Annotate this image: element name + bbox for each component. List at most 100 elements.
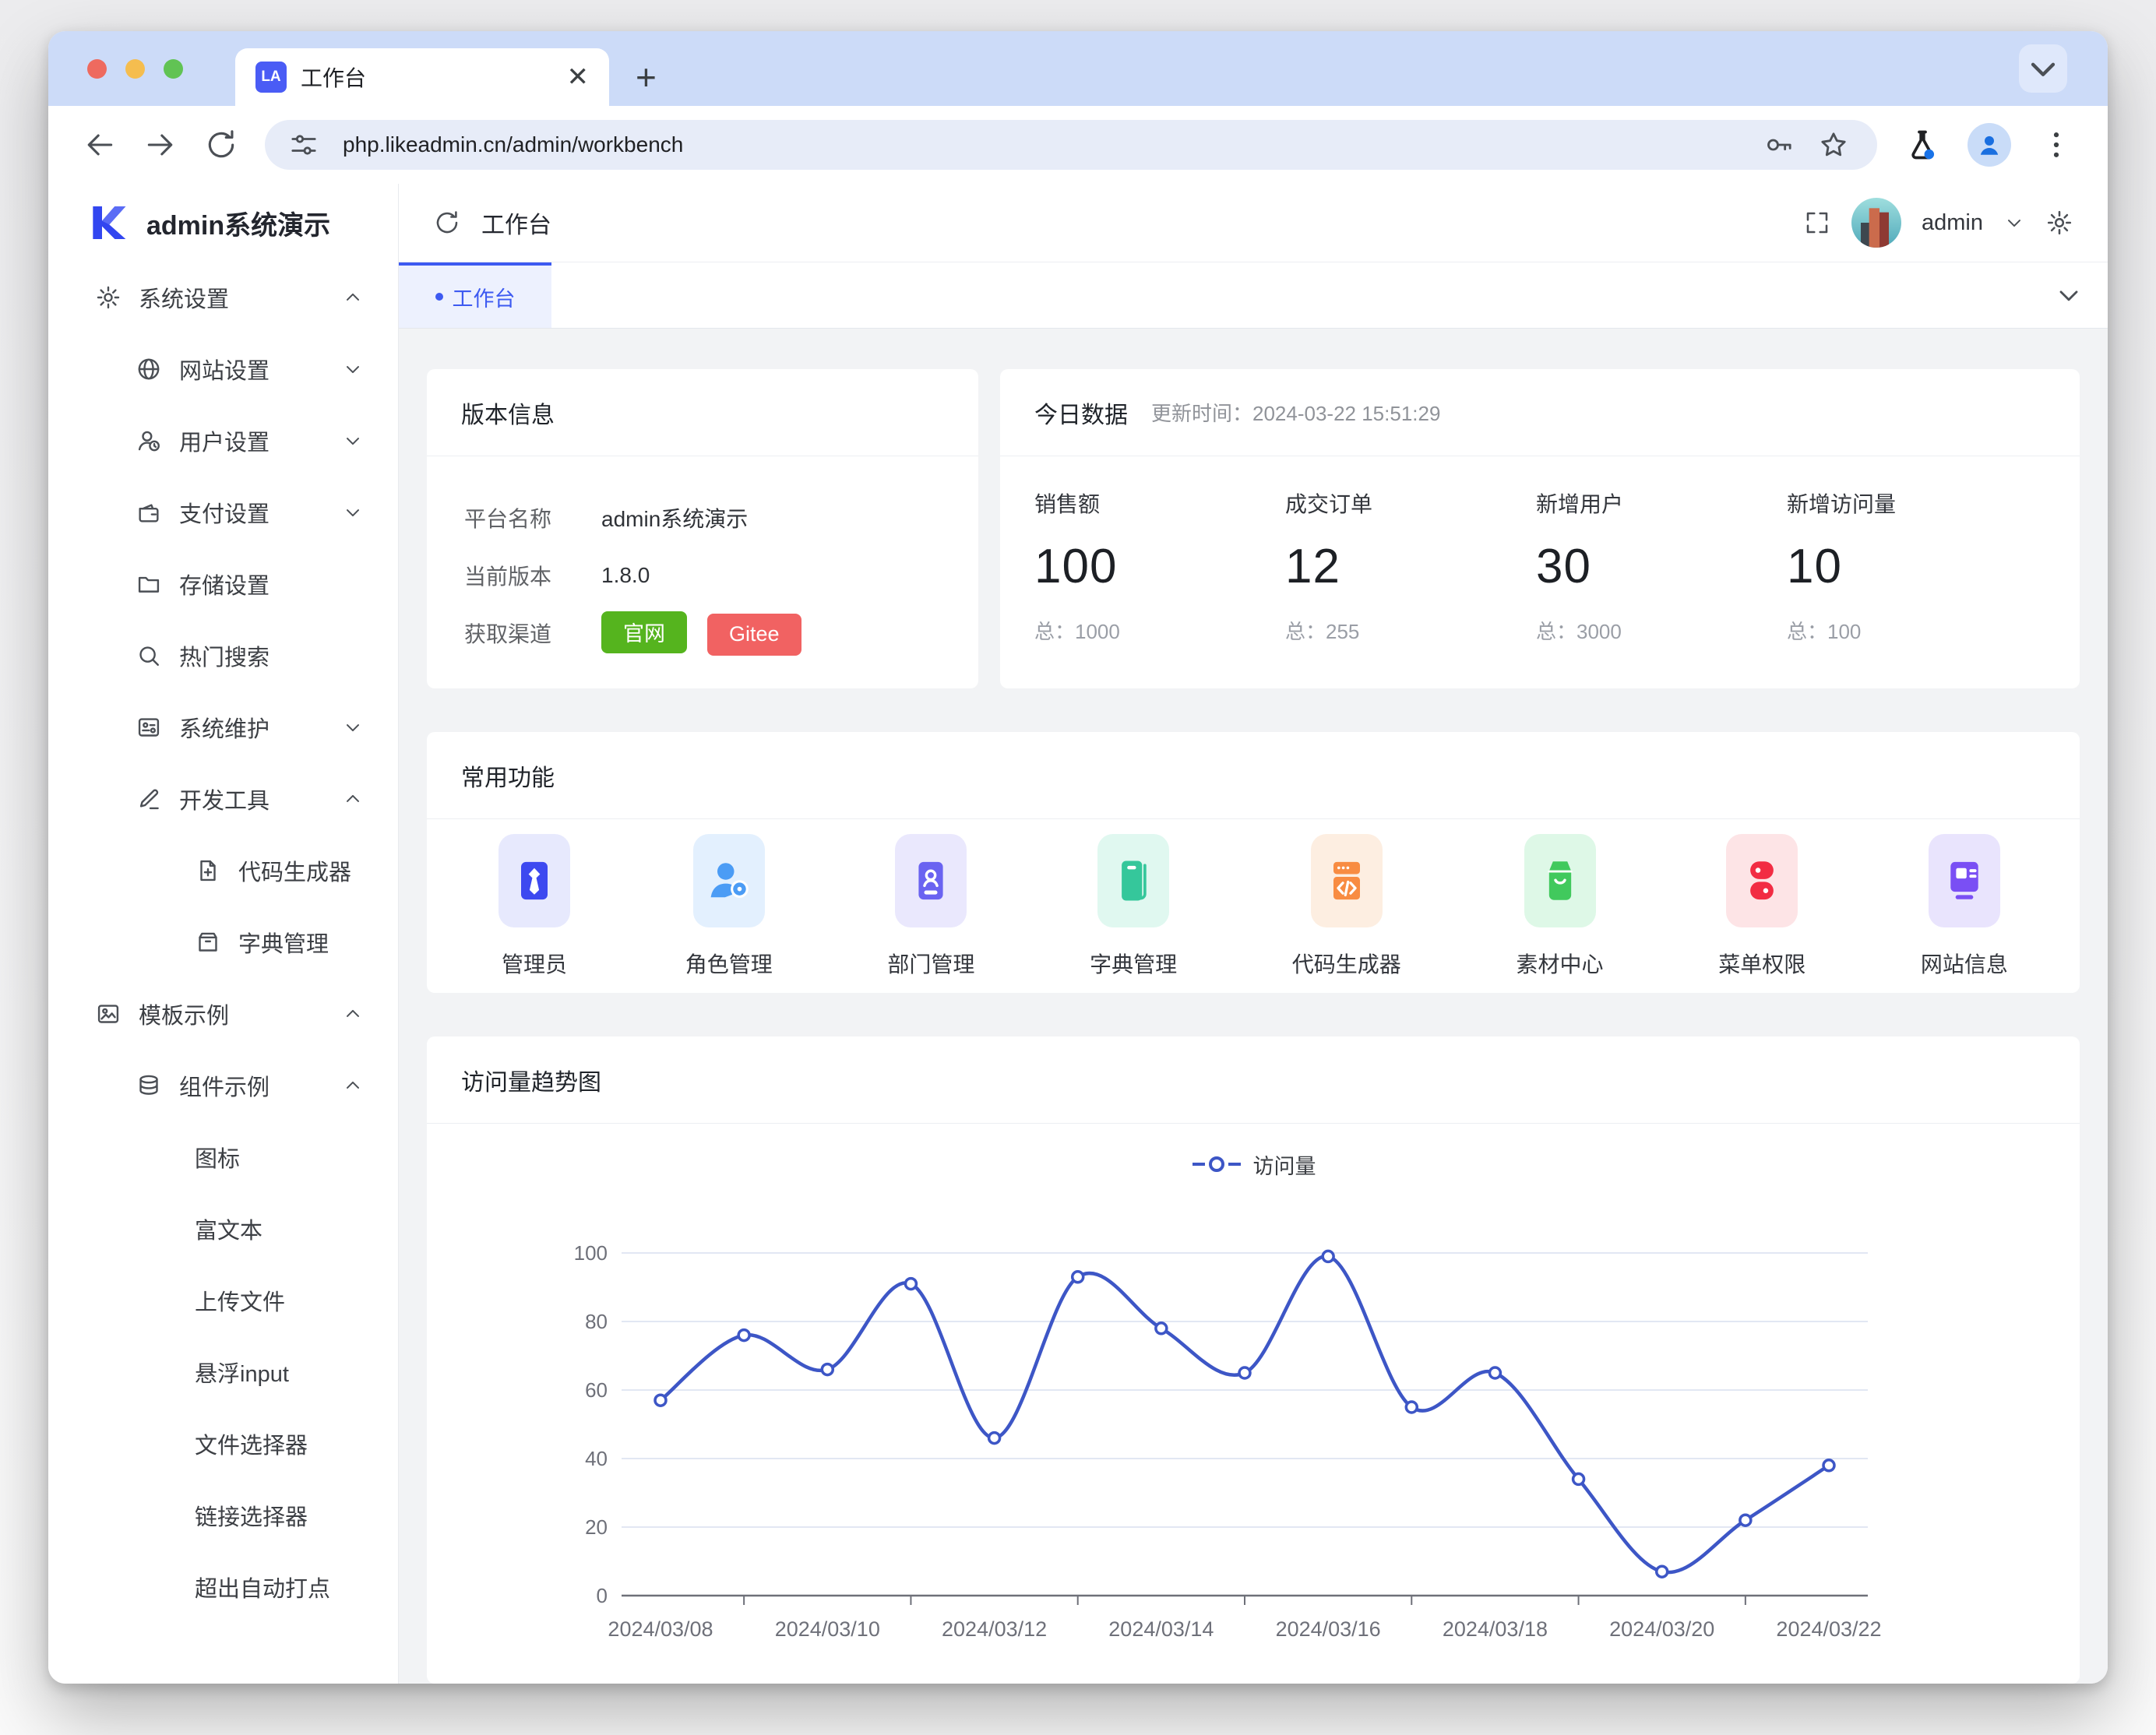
bookmark-star-icon[interactable] (1818, 129, 1849, 160)
sidebar-item-5[interactable]: 热门搜索 (48, 620, 398, 692)
user-avatar[interactable] (1851, 198, 1901, 248)
chart-legend[interactable]: 访问量 (427, 1147, 2080, 1181)
data-point[interactable] (1404, 1400, 1419, 1414)
data-point[interactable] (904, 1276, 918, 1291)
browser-menu-icon[interactable] (2039, 128, 2073, 162)
stat-total: 总：3000 (1536, 620, 1622, 643)
sidebar-item-label: 系统维护 (179, 717, 270, 742)
feature-3[interactable]: 字典管理 (1090, 833, 1177, 979)
data-point[interactable] (1822, 1459, 1836, 1473)
menu-permission-icon (1726, 833, 1798, 927)
sidebar-item-label: 开发工具 (179, 789, 270, 814)
sidebar-item-18[interactable]: 超出自动打点 (48, 1551, 398, 1623)
data-point[interactable] (1488, 1366, 1503, 1380)
data-point[interactable] (1571, 1472, 1586, 1487)
sidebar-item-17[interactable]: 链接选择器 (48, 1480, 398, 1551)
tabbar-chevron-down-icon[interactable] (2053, 280, 2084, 311)
sidebar-item-6[interactable]: 系统维护 (48, 692, 398, 763)
url-text: php.likeadmin.cn/admin/workbench (343, 132, 684, 157)
sidebar-item-label: 组件示例 (179, 1075, 270, 1100)
sidebar-item-13[interactable]: 富文本 (48, 1193, 398, 1265)
browser-profile-avatar[interactable] (1968, 123, 2011, 167)
channel-button-0[interactable]: 官网 (601, 611, 687, 653)
admin-icon (498, 833, 570, 927)
chevron-up-icon (342, 788, 364, 810)
site-info-icon (1928, 833, 2000, 927)
brand[interactable]: admin系统演示 (48, 184, 398, 262)
stat-value: 30 (1536, 540, 1591, 593)
active-tab-dot (435, 293, 443, 301)
sidebar-item-label: 网站设置 (179, 359, 270, 384)
data-point[interactable] (1154, 1321, 1168, 1336)
address-bar[interactable]: php.likeadmin.cn/admin/workbench (265, 120, 1877, 170)
data-point[interactable] (1070, 1270, 1085, 1284)
reload-button[interactable] (204, 128, 238, 162)
minimize-window-button[interactable] (125, 58, 145, 79)
feature-6[interactable]: 菜单权限 (1718, 833, 1805, 979)
sidebar-item-0[interactable]: 系统设置 (48, 262, 398, 333)
sidebar-item-12[interactable]: 图标 (48, 1121, 398, 1193)
data-point[interactable] (1654, 1564, 1669, 1578)
data-point[interactable] (737, 1328, 751, 1343)
app-logo-icon (93, 206, 126, 239)
y-tick-label: 40 (585, 1447, 608, 1470)
sidebar-item-15[interactable]: 悬浮input (48, 1336, 398, 1408)
back-button[interactable] (83, 128, 117, 162)
sidebar-item-7[interactable]: 开发工具 (48, 763, 398, 835)
chevron-down-icon (342, 716, 364, 738)
sidebar-item-10[interactable]: 模板示例 (48, 978, 398, 1050)
new-tab-button[interactable]: + (636, 57, 657, 97)
feature-2[interactable]: 部门管理 (887, 833, 974, 979)
settings-gear-icon[interactable] (2045, 209, 2073, 237)
sidebar-item-2[interactable]: 用户设置 (48, 405, 398, 477)
user-chevron-down-icon[interactable] (2003, 212, 2025, 234)
feature-1[interactable]: 角色管理 (685, 833, 773, 979)
stat-label: 销售额 (1034, 492, 1101, 516)
fullscreen-icon[interactable] (1803, 209, 1831, 237)
forward-button[interactable] (143, 128, 178, 162)
department-icon (895, 833, 967, 927)
tab-close-icon[interactable]: ✕ (566, 62, 590, 92)
chevron-up-icon (342, 1075, 364, 1096)
sidebar-item-8[interactable]: 代码生成器 (48, 835, 398, 906)
channel-button-1[interactable]: Gitee (707, 613, 801, 656)
data-point[interactable] (653, 1393, 668, 1407)
sidebar-item-14[interactable]: 上传文件 (48, 1265, 398, 1336)
site-settings-icon[interactable] (288, 129, 319, 160)
refresh-icon[interactable] (433, 209, 461, 237)
data-point[interactable] (820, 1362, 835, 1377)
sidebar-item-3[interactable]: 支付设置 (48, 477, 398, 548)
browser-tabstrip: LA 工作台 ✕ + (48, 31, 2108, 106)
file-plus-icon (195, 857, 221, 884)
feature-7[interactable]: 网站信息 (1921, 833, 2008, 979)
data-point[interactable] (987, 1431, 1002, 1445)
passwords-key-icon[interactable] (1763, 129, 1795, 160)
data-point[interactable] (1238, 1366, 1252, 1380)
x-tick-label: 2024/03/12 (942, 1617, 1047, 1641)
sidebar-item-11[interactable]: 组件示例 (48, 1050, 398, 1121)
data-point[interactable] (1321, 1249, 1335, 1264)
stat-value: 12 (1285, 540, 1340, 593)
stat-0: 销售额 100 总：1000 (1034, 487, 1285, 645)
y-tick-label: 80 (585, 1310, 608, 1333)
feature-5[interactable]: 素材中心 (1517, 833, 1604, 979)
sidebar-item-4[interactable]: 存储设置 (48, 548, 398, 620)
sidebar-item-1[interactable]: 网站设置 (48, 333, 398, 405)
experiments-flask-icon[interactable] (1905, 128, 1939, 162)
sidebar-item-16[interactable]: 文件选择器 (48, 1408, 398, 1480)
browser-tab-active[interactable]: LA 工作台 ✕ (235, 48, 609, 106)
feature-4[interactable]: 代码生成器 (1292, 833, 1401, 979)
data-point[interactable] (1739, 1513, 1753, 1527)
visits-line-series (658, 1255, 1831, 1575)
wallet-icon (136, 499, 162, 526)
visits-chart-card: 访问量趋势图 访问量 0 20 40 60 80 100 2024/03/08 2024/03… (427, 1036, 2080, 1684)
tab-search-button[interactable] (2019, 44, 2067, 93)
feature-0[interactable]: 管理员 (498, 833, 570, 979)
close-window-button[interactable] (87, 58, 107, 79)
active-tab-label: 工作台 (452, 287, 516, 311)
sidebar-item-9[interactable]: 字典管理 (48, 906, 398, 978)
tab-workbench[interactable]: 工作台 (399, 262, 551, 328)
username[interactable]: admin (1922, 209, 1983, 235)
zoom-window-button[interactable] (164, 58, 183, 79)
channel-row: 获取渠道 官网 Gitee (464, 604, 941, 662)
